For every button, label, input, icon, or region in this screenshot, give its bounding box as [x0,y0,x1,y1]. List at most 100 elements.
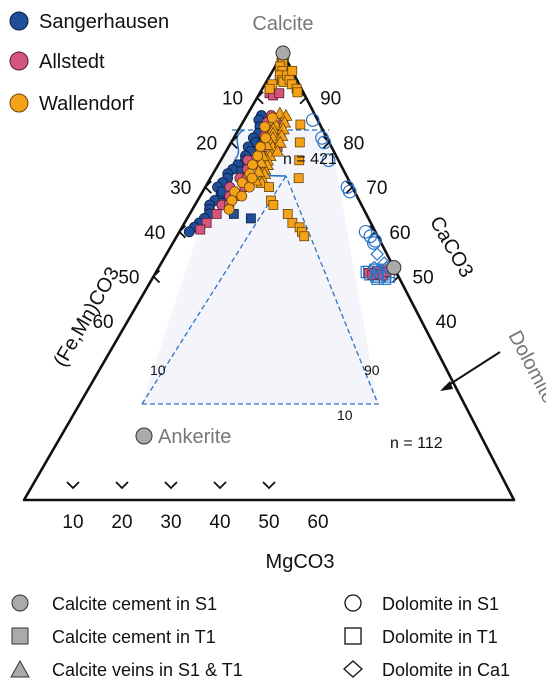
point-dolomite-open-10 [370,247,384,261]
point-wallendorf-16 [287,65,298,76]
tick-label-left-20: 20 [196,133,217,154]
ankerite-reference-point [135,427,153,445]
tick-label-right-70: 70 [366,178,387,199]
point-allstedt-30 [211,209,222,219]
calcite-reference-point [275,45,291,61]
tick-label-bottom-40: 40 [209,512,230,533]
point-dolomite-open-8 [368,233,382,248]
point-dolomite-open-0 [305,113,320,127]
legend-dolomite-ca1-icon [343,660,363,678]
tick-marks [66,91,400,490]
point-dolomite-open-11 [377,256,392,270]
point-wallendorf-44 [266,112,278,124]
legend-marker-allstedt [9,51,29,71]
point-dolomite-open-13 [369,265,384,279]
point-dolomite-open-7 [363,229,378,244]
tick-bottom-10 [66,481,80,490]
tick-label-bottom-60: 60 [307,512,328,533]
tick-label-left-40: 40 [144,223,165,244]
ankerite-label: Ankerite [158,426,231,448]
locality-legend: Sangerhausen Allstedt Wallendorf [9,11,169,115]
point-wallendorf-13 [292,87,303,98]
tick-label-right-40: 40 [436,312,457,333]
point-wallendorf-47 [255,141,266,153]
inset-tick-bottom: 10 [337,407,353,423]
point-wallendorf-37 [273,135,287,148]
point-allstedt-31 [201,217,212,228]
point-wallendorf-49 [247,159,258,171]
legend-calcite-cement-s1: Calcite cement in S1 [52,594,217,614]
point-wallendorf-61 [293,173,304,184]
legend-calcite-cement-s1-icon [11,594,29,612]
point-wallendorf-58 [295,119,306,130]
point-wallendorf-64 [268,200,279,210]
point-wallendorf-41 [254,155,268,168]
point-wallendorf-46 [260,132,272,144]
symbol-legend: Calcite cement in S1 Calcite cement in T… [10,594,510,680]
n-calcite-label: n = 421 [283,151,337,168]
point-wallendorf-38 [270,144,285,157]
point-wallendorf-62 [264,182,274,193]
legend-dolomite-s1-icon [344,594,362,612]
tick-label-left-10: 10 [222,89,243,110]
tick-label-right-80: 80 [343,133,364,154]
point-wallendorf-48 [252,150,264,162]
tick-label-bottom-30: 30 [160,512,181,533]
legend-dolomite-t1-icon [344,627,362,645]
point-dolomite-open-2 [317,135,332,150]
point-wallendorf-56 [236,190,248,202]
point-wallendorf-60 [294,155,305,166]
tick-label-bottom-20: 20 [111,512,132,533]
point-dolomite-open-6 [358,224,373,239]
tick-label-right-60: 60 [389,223,410,244]
inset-region [142,130,378,404]
tick-label-right-90: 90 [320,89,341,110]
point-dolomite-open-9 [366,236,381,250]
legend-dolomite-t1: Dolomite in T1 [382,627,498,647]
point-wallendorf-42 [251,164,266,177]
tick-labels: 10 90 10 20 80 20 30 70 30 40 60 40 50 50 50 60 40 60 [62,89,456,533]
tick-label-left-60: 60 [92,312,113,333]
point-dolomite-open-3 [321,153,336,168]
legend-marker-sangerhausen [9,11,29,31]
legend-marker-wallendorf [9,93,29,113]
legend-dolomite-ca1: Dolomite in Ca1 [382,660,510,680]
point-wallendorf-53 [226,195,238,206]
point-dolomite-open-5 [342,184,357,199]
calcite-label: Calcite [252,13,313,35]
point-wallendorf-59 [294,137,305,148]
tick-label-left-50: 50 [118,268,139,289]
point-wallendorf-57 [246,172,258,184]
legend-label-sangerhausen: Sangerhausen [39,11,169,33]
dolomite-arrow-head [440,381,453,391]
tick-label-bottom-50: 50 [258,512,279,533]
dolomite-label: Dolomite [504,327,546,407]
bottom-axis-title: MgCO3 [266,551,335,573]
legend-label-allstedt: Allstedt [39,51,105,73]
tick-right-80 [322,135,331,150]
tick-bottom-30 [164,481,178,490]
point-sangerhausen-27 [183,226,195,238]
legend-calcite-cement-t1-icon [11,627,29,645]
point-dolomite-open-17 [370,270,383,283]
dolomite-reference-point [386,260,402,276]
point-wallendorf-54 [223,204,235,215]
n-dolomite-label: n = 112 [390,435,443,452]
legend-dolomite-s1: Dolomite in S1 [382,594,499,614]
legend-label-wallendorf: Wallendorf [39,93,134,115]
point-wallendorf-15 [264,83,275,94]
tick-right-70 [345,180,354,194]
point-wallendorf-45 [259,121,271,133]
tick-left-20 [229,135,238,150]
point-wallendorf-69 [299,231,310,242]
tick-left-40 [178,225,187,239]
point-allstedt-32 [195,224,206,235]
tick-left-10 [255,91,264,105]
legend-calcite-cement-t1: Calcite cement in T1 [52,627,216,647]
point-sangerhausen-32 [245,213,256,224]
tick-left-30 [204,180,212,194]
tick-label-right-50: 50 [413,268,434,289]
data-points [183,47,396,285]
tick-bottom-20 [115,481,129,490]
